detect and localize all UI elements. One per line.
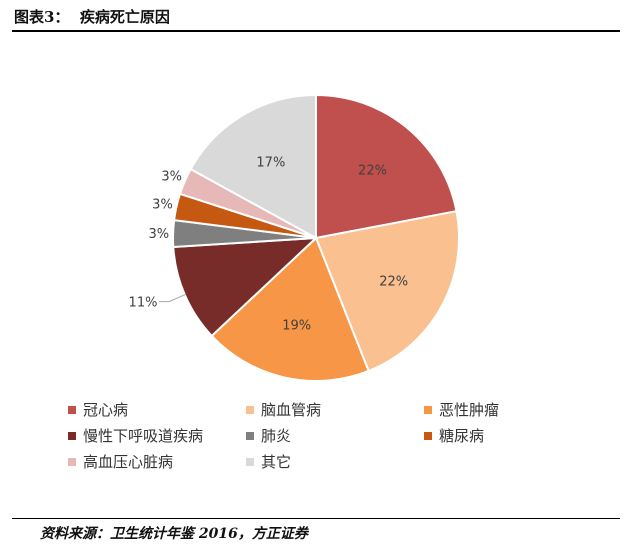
legend-swatch xyxy=(68,457,76,466)
legend-label: 糖尿病 xyxy=(439,427,485,445)
legend-swatch xyxy=(246,405,254,414)
pie-chart: 22% 22% 19% 11% 3% 3% 3% 17% xyxy=(129,93,460,382)
legend-item-5: 糖尿病 xyxy=(424,425,484,446)
figure-title: 图表3： 疾病死亡原因 xyxy=(14,8,170,26)
source-note: 资料来源：卫生统计年鉴 2016，方正证券 xyxy=(40,526,308,542)
data-label-3-: 3% xyxy=(152,198,173,213)
title-rule xyxy=(12,30,620,32)
source-rule xyxy=(12,518,620,519)
legend-label: 冠心病 xyxy=(83,401,129,419)
legend-swatch xyxy=(68,405,76,414)
legend-item-4: 肺炎 xyxy=(246,425,291,446)
data-label-17-: 17% xyxy=(256,156,285,171)
pie-slice-2 xyxy=(210,236,370,382)
data-label-22-: 22% xyxy=(379,275,408,290)
legend-label: 恶性肿瘤 xyxy=(439,401,500,419)
data-label-11-: 11% xyxy=(129,296,158,311)
legend-swatch xyxy=(424,405,432,414)
legend-swatch xyxy=(424,431,432,440)
legend-item-0: 冠心病 xyxy=(68,399,128,420)
data-label-3-: 3% xyxy=(148,227,169,242)
legend-swatch xyxy=(68,431,76,440)
legend-label: 肺炎 xyxy=(261,427,292,445)
legend-label: 高血压心脏病 xyxy=(83,453,174,471)
legend-item-3: 慢性下呼吸道疾病 xyxy=(68,425,203,446)
legend-item-1: 脑血管病 xyxy=(246,399,321,420)
legend-item-6: 高血压心脏病 xyxy=(68,451,173,472)
legend-item-7: 其它 xyxy=(246,451,291,472)
data-label-19-: 19% xyxy=(282,319,311,334)
legend-swatch xyxy=(246,457,254,466)
legend-label: 其它 xyxy=(261,453,292,471)
legend-label: 慢性下呼吸道疾病 xyxy=(83,427,204,445)
pie-slice-7 xyxy=(189,93,317,240)
leader-line-3 xyxy=(159,293,187,303)
legend-label: 脑血管病 xyxy=(261,401,322,419)
data-label-22-: 22% xyxy=(358,164,387,179)
data-label-3-: 3% xyxy=(161,170,182,185)
legend-item-2: 恶性肿瘤 xyxy=(424,399,499,420)
pie-slice-0 xyxy=(315,93,458,240)
legend-swatch xyxy=(246,431,254,440)
pie-slice-1 xyxy=(314,210,460,373)
